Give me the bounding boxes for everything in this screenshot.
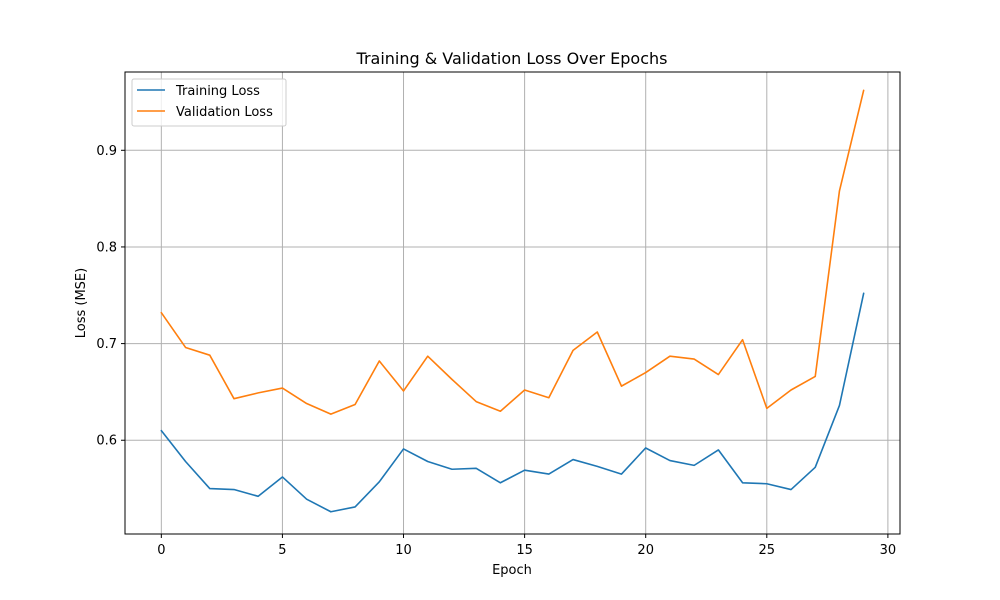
x-tick-label: 30	[880, 543, 897, 558]
x-tick-label: 25	[759, 543, 776, 558]
x-axis-ticks: 0 5 10 15 20 25 30	[157, 534, 896, 558]
y-tick-label: 0.9	[96, 144, 117, 159]
y-tick-label: 0.6	[96, 434, 117, 449]
x-tick-label: 5	[278, 543, 286, 558]
plot-area-frame	[124, 71, 901, 535]
y-tick-label: 0.7	[96, 337, 117, 352]
legend: Training Loss Validation Loss	[131, 78, 287, 127]
legend-box	[131, 78, 287, 127]
series-lines	[160, 89, 865, 513]
x-tick-label: 10	[395, 543, 412, 558]
legend-label: Training Loss	[175, 84, 260, 99]
legend-label: Validation Loss	[176, 105, 273, 120]
x-tick-label: 20	[637, 543, 654, 558]
series-line-validation-loss	[160, 89, 865, 415]
y-axis-ticks: 0.6 0.7 0.8 0.9	[96, 144, 125, 449]
y-tick-label: 0.8	[96, 240, 117, 255]
x-axis-label: Epoch	[492, 563, 532, 578]
x-tick-label: 15	[516, 543, 533, 558]
grid	[125, 72, 900, 534]
series-line-training-loss	[160, 292, 865, 513]
chart-title: Training & Validation Loss Over Epochs	[356, 49, 668, 68]
x-tick-label: 0	[157, 543, 165, 558]
y-axis-label: Loss (MSE)	[74, 268, 89, 338]
